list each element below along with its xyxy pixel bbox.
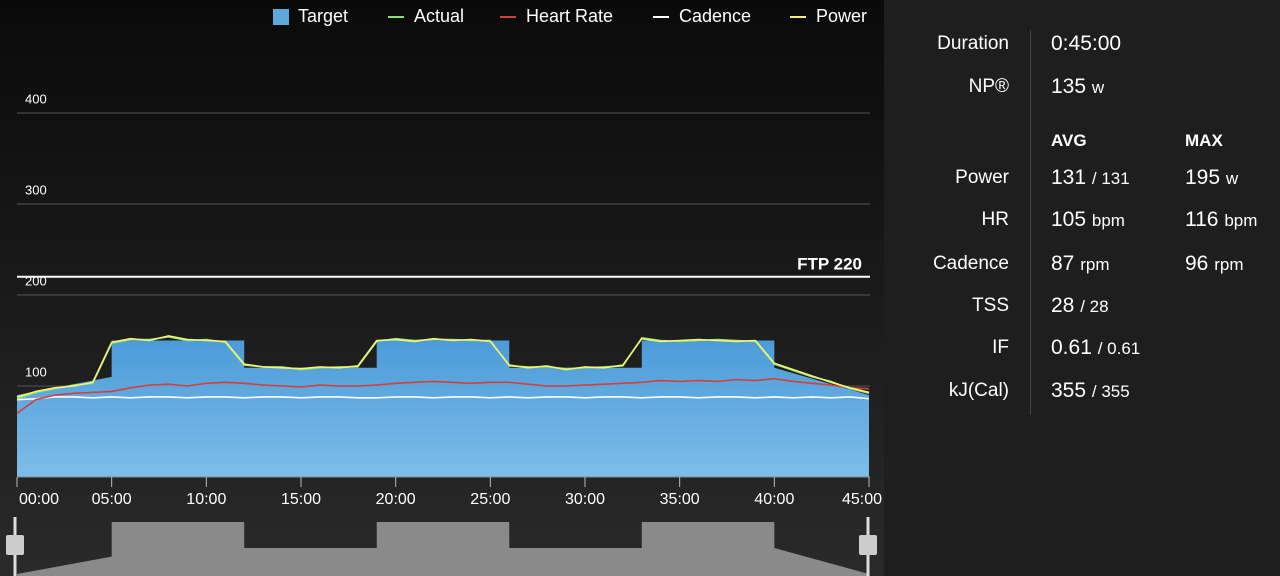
range-handle[interactable] xyxy=(859,517,877,576)
x-tick-label: 45:00 xyxy=(842,491,882,508)
legend-label: Actual xyxy=(414,6,464,26)
unit: / 131 xyxy=(1091,169,1130,188)
value: 105 xyxy=(1051,208,1087,231)
x-tick-label: 25:00 xyxy=(470,491,510,508)
stat-avg: 355 / 355 xyxy=(1051,379,1130,403)
legend-label: Target xyxy=(298,6,348,26)
unit: rpm xyxy=(1214,255,1244,274)
x-tick-label: 15:00 xyxy=(281,491,321,508)
target-area xyxy=(17,340,869,477)
x-tick-label: 35:00 xyxy=(660,491,700,508)
stat-label: kJ(Cal) xyxy=(948,380,1009,401)
y-tick-label: 300 xyxy=(25,182,47,197)
value: 87 xyxy=(1051,252,1075,275)
x-tick-label: 00:00 xyxy=(19,491,59,508)
stat-label: Cadence xyxy=(932,253,1009,274)
series-line xyxy=(16,396,870,401)
unit: bpm xyxy=(1091,211,1125,230)
value: 0:45:00 xyxy=(1051,32,1122,55)
stat-value: 0:45:00 xyxy=(1051,32,1121,56)
stat-avg: 0.61 / 0.61 xyxy=(1051,336,1140,360)
value: 131 xyxy=(1051,166,1087,189)
range-handle[interactable] xyxy=(6,517,24,576)
value: 96 xyxy=(1185,252,1209,275)
column-header: AVG xyxy=(1051,131,1087,150)
unit: rpm xyxy=(1080,255,1110,274)
stat-label: NP® xyxy=(968,76,1009,97)
stat-label: HR xyxy=(981,209,1009,230)
unit: / 0.61 xyxy=(1097,339,1141,358)
stat-max: 96 rpm xyxy=(1185,252,1243,276)
stat-label: Power xyxy=(955,167,1009,188)
chart-background xyxy=(0,0,884,576)
stat-avg: 131 / 131 xyxy=(1051,166,1130,190)
value: 28 xyxy=(1051,294,1075,317)
stats-panel: Duration 0:45:00 NP® 135 w AVG MAX Power 131 / … xyxy=(884,0,1280,576)
handle-grip xyxy=(859,535,877,555)
unit: w xyxy=(1225,169,1239,188)
y-tick-label: 100 xyxy=(25,364,47,379)
separator xyxy=(1030,30,1031,415)
stat-value: 135 w xyxy=(1051,75,1104,99)
series-line xyxy=(16,335,870,398)
series-line xyxy=(16,377,870,414)
legend-swatch xyxy=(273,9,289,25)
x-tick-label: 30:00 xyxy=(565,491,605,508)
y-tick-label: 400 xyxy=(25,91,47,106)
y-tick-label: 200 xyxy=(25,273,47,288)
x-tick-label: 40:00 xyxy=(754,491,794,508)
legend-label: Heart Rate xyxy=(526,6,613,26)
ftp-label: FTP 220 xyxy=(797,254,862,273)
unit: w xyxy=(1091,78,1105,97)
unit: / 28 xyxy=(1080,297,1109,316)
x-tick-label: 10:00 xyxy=(186,491,226,508)
stat-label: Duration xyxy=(937,33,1009,54)
legend-label: Cadence xyxy=(679,6,751,26)
stat-avg: 87 rpm xyxy=(1051,252,1109,276)
stat-avg: 28 / 28 xyxy=(1051,294,1109,318)
unit: / 355 xyxy=(1091,382,1130,401)
x-tick-label: 05:00 xyxy=(92,491,132,508)
stat-avg: 105 bpm xyxy=(1051,208,1125,232)
stat-label: TSS xyxy=(972,295,1009,316)
value: 355 xyxy=(1051,379,1087,402)
stat-max: 195 w xyxy=(1185,166,1238,190)
chart: 100 200 300 400 FTP 220 00:00 05:00 10:00 15:00 2… xyxy=(0,0,884,576)
unit: bpm xyxy=(1224,211,1258,230)
value: 0.61 xyxy=(1051,336,1092,359)
handle-grip xyxy=(6,535,24,555)
stat-label: IF xyxy=(992,337,1009,358)
legend-label: Power xyxy=(816,6,867,26)
x-tick-label: 20:00 xyxy=(376,491,416,508)
value: 116 xyxy=(1185,208,1219,231)
value: 135 xyxy=(1051,75,1087,98)
column-header: MAX xyxy=(1185,131,1223,150)
stat-max: 116 bpm xyxy=(1185,208,1257,232)
minimap-profile xyxy=(17,522,869,576)
value: 195 xyxy=(1185,166,1221,189)
